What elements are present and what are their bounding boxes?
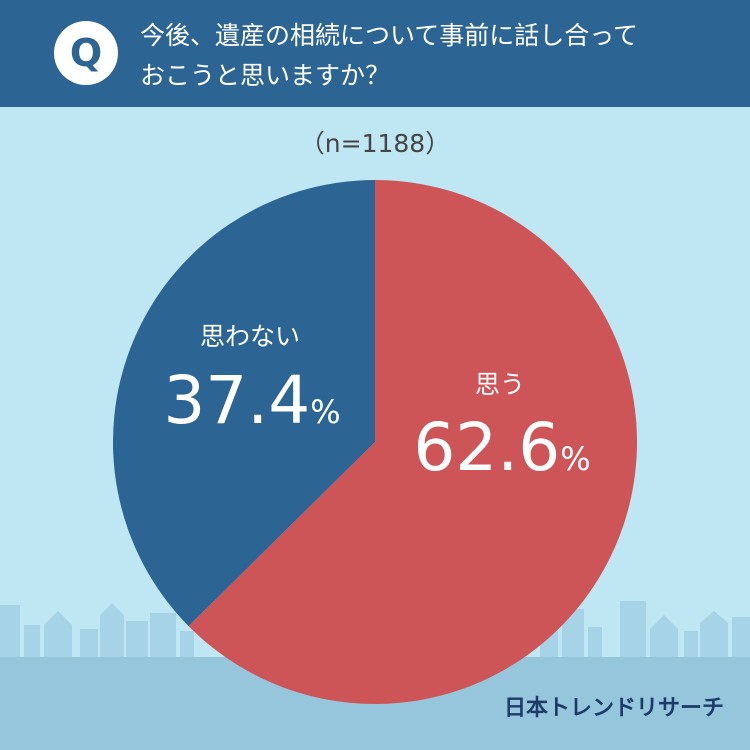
question-line-2: おこうと思いますか？ (140, 61, 391, 90)
slice-value-agree: 62.6% (413, 409, 590, 486)
question-header: Q 今後、遺産の相続について事前に話し合って おこうと思いますか？ (0, 0, 750, 107)
pie-slice-disagree (112, 180, 375, 627)
question-icon: Q (54, 21, 118, 85)
slice-value-agree-number: 62.6 (413, 409, 560, 486)
slice-label-disagree: 思わない (200, 322, 300, 351)
slice-value-agree-unit: % (560, 440, 590, 478)
slice-value-disagree-unit: % (310, 393, 340, 431)
city-skyline-illustration (0, 601, 750, 657)
pie-slice-agree (188, 180, 637, 704)
sample-size-label: （n=1188） (299, 129, 451, 158)
question-text: 今後、遺産の相続について事前に話し合って おこうと思いますか？ (140, 16, 730, 96)
slice-value-disagree-number: 37.4 (163, 362, 310, 439)
question-icon-letter: Q (69, 31, 103, 75)
slice-label-agree: 思う (475, 370, 525, 399)
brand-logo-text: 日本トレンドリサーチ (503, 696, 724, 721)
question-line-1: 今後、遺産の相続について事前に話し合って (140, 21, 639, 50)
slice-value-disagree: 37.4% (163, 362, 340, 439)
